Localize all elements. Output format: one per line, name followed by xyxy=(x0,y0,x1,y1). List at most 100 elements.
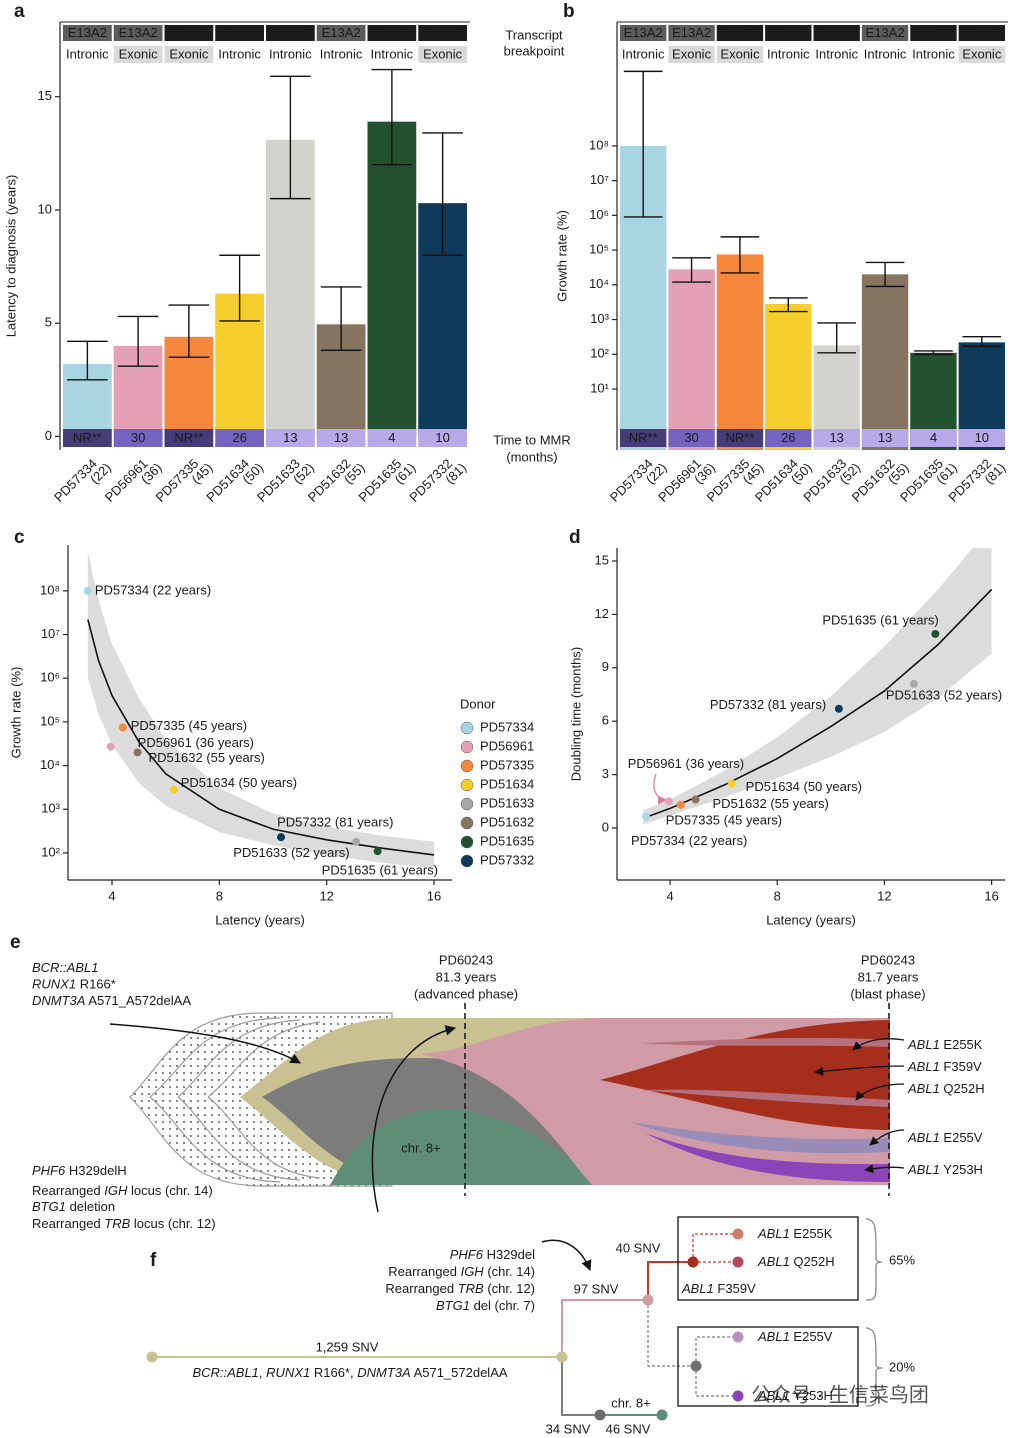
breakpoint-label: Intronic xyxy=(864,46,907,61)
node xyxy=(687,1256,699,1268)
point xyxy=(277,833,286,842)
node xyxy=(732,1228,744,1240)
point xyxy=(664,797,673,806)
text-segment: BCR::ABL1 xyxy=(32,960,98,975)
annotation-arrow xyxy=(541,1239,592,1271)
text-segment: , xyxy=(259,1365,266,1380)
breakpoint-label: Exonic xyxy=(119,46,159,61)
mmr-box xyxy=(620,429,667,447)
clone-box xyxy=(677,1326,859,1407)
point xyxy=(909,679,918,688)
transcript-box xyxy=(765,25,812,41)
point xyxy=(691,795,700,804)
breakpoint-label: Intronic xyxy=(66,46,109,61)
mutation-label: PHF6 H329delH xyxy=(32,1163,127,1178)
mmr-label: NR** xyxy=(725,430,754,445)
node xyxy=(146,1351,158,1363)
text-segment: locus (chr. 12) xyxy=(130,1216,215,1231)
transcript-label: E14A2 xyxy=(169,25,208,40)
transcript-box xyxy=(813,25,860,41)
text-segment: deletion xyxy=(66,1199,115,1214)
text-segment: ABL1 xyxy=(907,1081,940,1096)
transcript-label: E14A2 xyxy=(423,25,462,40)
transcript-label: E14A2* xyxy=(370,25,414,40)
transcript-label: E14A2* xyxy=(815,25,859,40)
legend-label: PD57335 xyxy=(480,757,534,772)
breakpoint-label: Exonic xyxy=(169,46,209,61)
text-segment: TRB xyxy=(104,1216,130,1231)
node xyxy=(732,1331,744,1343)
y-tick-label: 10 xyxy=(38,201,52,216)
mutation-label: ABL1 E255V xyxy=(907,1130,983,1145)
point-label: PD51632 (55 years) xyxy=(149,750,265,765)
point-label: PD57332 (81 years) xyxy=(710,697,826,712)
y-axis-label: Growth rate (%) xyxy=(8,667,23,759)
legend-label: PD51634 xyxy=(480,776,534,791)
text-segment: ABL1 xyxy=(907,1059,940,1074)
text-segment: IGH xyxy=(104,1183,128,1198)
y-tick-label: 10³ xyxy=(41,801,60,816)
mmr-label: NR** xyxy=(73,430,102,445)
timepoint-label: 81.3 years xyxy=(436,969,497,984)
confidence-band xyxy=(643,548,992,825)
mmr-label: NR** xyxy=(174,430,203,445)
mutation-label: BCR::ABL1, RUNX1 R166*, DNMT3A A571_572d… xyxy=(192,1365,507,1380)
point xyxy=(133,748,142,757)
mauve-clone xyxy=(640,1037,890,1047)
branch xyxy=(561,1357,600,1416)
point xyxy=(641,812,650,821)
mutation-label: BTG1 deletion xyxy=(32,1199,115,1214)
bar xyxy=(668,269,715,450)
text-segment: Rearranged xyxy=(32,1216,104,1231)
legend-marker xyxy=(460,816,474,830)
annotation-arrow xyxy=(864,1164,905,1174)
transcript-box xyxy=(367,25,417,41)
text-segment: BTG1 xyxy=(436,1298,470,1313)
point-label: PD57334 (22 years) xyxy=(631,833,747,848)
point xyxy=(931,629,940,638)
annotation-arrow xyxy=(852,1038,905,1051)
brace xyxy=(865,1218,883,1301)
y-tick-label: 10⁸ xyxy=(589,137,609,152)
transcript-box xyxy=(418,25,467,41)
timepoint-label: PD60243 xyxy=(861,952,915,967)
panel-letter: b xyxy=(563,1,575,22)
mmr-box xyxy=(367,429,417,447)
header-label: Transcript xyxy=(505,27,563,42)
mutation-label: ABL1 E255K xyxy=(907,1037,983,1052)
mmr-label: NR** xyxy=(629,430,658,445)
text-segment: ABL1 xyxy=(757,1329,790,1344)
mutation-label: ABL1 Y253H xyxy=(907,1162,983,1177)
mmr-label: 30 xyxy=(684,430,698,445)
point xyxy=(373,847,382,856)
node xyxy=(594,1409,606,1421)
x-axis-label: Latency (years) xyxy=(766,912,856,927)
text-segment: ABL1 xyxy=(681,1281,714,1296)
text-segment: IGH xyxy=(461,1264,485,1279)
point xyxy=(83,586,92,595)
y-tick-label: 10⁵ xyxy=(589,242,609,257)
node xyxy=(642,1294,654,1306)
transcript-box xyxy=(164,25,214,41)
point-label: PD57334 (22 years) xyxy=(95,582,211,597)
panel-letter: f xyxy=(150,1250,157,1271)
mmr-row-label: Time to MMR xyxy=(493,432,571,447)
text-segment: H329delH xyxy=(65,1163,126,1178)
transcript-label: E14A2 xyxy=(769,25,808,40)
text-segment: E255V xyxy=(940,1130,983,1145)
text-segment: Rearranged xyxy=(32,1183,104,1198)
point xyxy=(106,742,115,751)
mutation-label: ABL1 Q252H xyxy=(907,1081,985,1096)
text-segment: E255V xyxy=(790,1329,833,1344)
text-segment: (chr. 12) xyxy=(484,1281,535,1296)
text-segment: RUNX1 xyxy=(32,977,76,992)
mmr-box xyxy=(266,429,315,447)
y-tick-label: 6 xyxy=(602,713,609,728)
text-segment: R166* xyxy=(76,977,116,992)
legend-title: Donor xyxy=(460,696,496,711)
mmr-box xyxy=(765,429,812,447)
clone-box xyxy=(677,1216,859,1301)
mutation-label: ABL1 F359V xyxy=(907,1059,982,1074)
x-tick-label: 4 xyxy=(108,888,115,903)
legend-label: PD56961 xyxy=(480,738,534,753)
